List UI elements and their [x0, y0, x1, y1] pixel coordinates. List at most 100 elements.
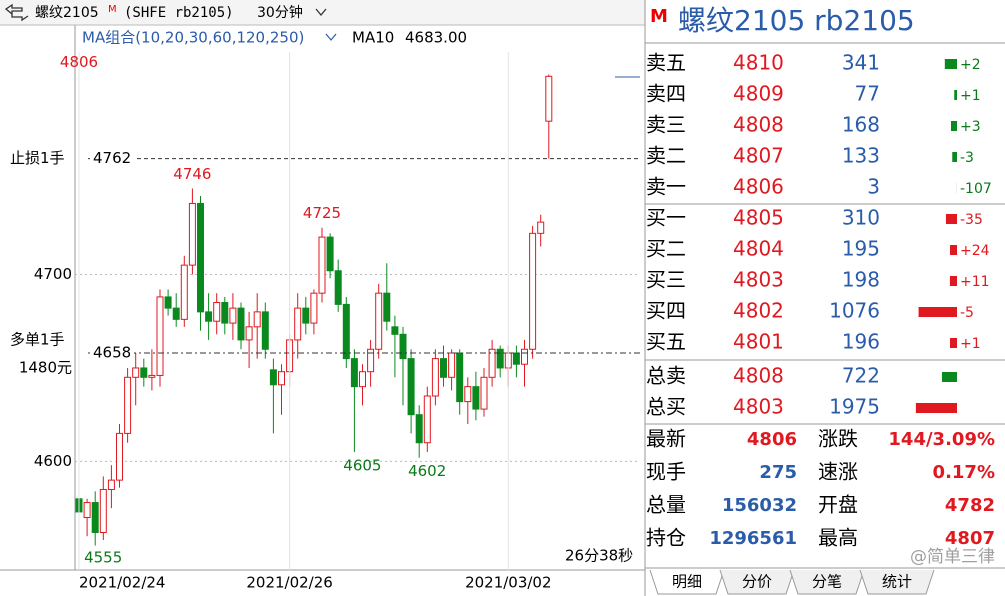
volume-bar [950, 245, 957, 255]
volume-bar [941, 372, 957, 382]
book-change: -35 [960, 212, 983, 228]
badge: M [108, 4, 117, 15]
book-label: 卖三 [646, 113, 686, 137]
book-label: 买二 [646, 237, 686, 261]
candle-body [213, 302, 221, 322]
position-price: 4658 [93, 344, 131, 362]
volume-bar [945, 214, 957, 224]
candle-body [132, 367, 140, 378]
volume-bar [950, 338, 957, 348]
y-tick-label: 4700 [34, 265, 72, 283]
tab[interactable] [859, 569, 935, 595]
tab[interactable] [789, 569, 865, 595]
tab-label: 明细 [672, 573, 702, 591]
book-change: +1 [960, 88, 981, 104]
candle-body [415, 414, 423, 444]
candle-body [334, 270, 342, 305]
candle-body [407, 358, 415, 416]
stop-loss-label: 止损1手 [10, 149, 65, 167]
book-price: 4806 [733, 175, 784, 199]
volume-bar [915, 403, 957, 413]
contract-code: (SHFE rb2105) [124, 5, 234, 21]
candle-body [431, 358, 439, 397]
candle-body [464, 386, 472, 403]
book-label: 卖五 [646, 51, 686, 75]
book-label: 卖一 [646, 175, 686, 199]
quote-badge: M [650, 6, 668, 27]
period: 30分钟 [257, 4, 303, 21]
book-price: 4808 [733, 113, 784, 137]
x-tick-label: 2021/02/24 [79, 574, 165, 592]
switch-icon[interactable] [4, 3, 29, 22]
book-volume: 133 [842, 144, 880, 168]
book-label: 买四 [646, 299, 686, 323]
candle-body [294, 307, 302, 341]
stat-value: 4807 [945, 528, 995, 549]
stat-label: 开盘 [818, 493, 858, 517]
candle-body [197, 202, 204, 313]
watermark: @简单三律 [910, 547, 995, 567]
stat-value: 4806 [747, 429, 797, 450]
candle-body [537, 221, 545, 234]
book-price: 4809 [733, 82, 784, 106]
candle-body [383, 292, 391, 322]
book-change: -5 [960, 305, 974, 321]
candle-body [350, 358, 358, 388]
y-tick-label: 4600 [34, 452, 72, 470]
book-volume: 341 [842, 51, 880, 75]
candle-body [391, 326, 399, 335]
x-tick-label: 2021/02/26 [246, 574, 332, 592]
stop-loss-price: 4762 [93, 149, 131, 167]
candle-body [107, 479, 115, 490]
stat-value: 275 [759, 462, 797, 483]
candle-body [188, 202, 196, 266]
book-volume: 77 [855, 82, 880, 106]
candle-body [278, 371, 285, 386]
quote-title: 螺纹2105 rb2105 [678, 4, 915, 37]
candle-body [172, 307, 180, 320]
candle-body [269, 369, 277, 386]
candle-body [367, 348, 375, 373]
stat-value: 4782 [945, 495, 995, 516]
volume-bar [952, 152, 957, 162]
candle-body [91, 502, 99, 533]
candle-body [342, 303, 350, 360]
book-label: 买一 [646, 206, 686, 230]
tab-label: 分价 [742, 573, 772, 591]
book-price: 4801 [733, 330, 784, 354]
candle-body [164, 296, 172, 309]
volume-bar [949, 276, 957, 286]
candle-body [529, 232, 537, 350]
ma-dropdown-arrow[interactable] [325, 33, 337, 41]
candle-body [480, 376, 488, 410]
stat-value: 156032 [722, 495, 797, 516]
tab[interactable] [649, 569, 725, 595]
period-dropdown-arrow[interactable] [315, 8, 327, 17]
candle-body [221, 302, 229, 324]
candle-body [140, 367, 148, 378]
candle-body [180, 264, 188, 320]
book-price: 4802 [733, 299, 784, 323]
tab[interactable] [719, 569, 795, 595]
stat-label: 总量 [646, 493, 686, 517]
ma-legend: MA组合(10,20,30,60,120,250) [82, 29, 304, 47]
volume-bar [918, 307, 957, 317]
candle-body [99, 488, 107, 533]
book-volume: 722 [842, 364, 880, 388]
book-volume: 198 [842, 268, 880, 292]
candle-body [423, 395, 431, 444]
candle-body [229, 307, 237, 324]
candle-body [310, 292, 318, 324]
stat-label: 最高 [818, 526, 858, 550]
book-price: 4805 [733, 206, 784, 230]
candle-body [83, 502, 91, 519]
tab-label: 统计 [882, 573, 912, 591]
volume-bar [944, 59, 957, 69]
stat-value: 144/3.09% [888, 429, 995, 450]
tab-label: 分笔 [812, 573, 842, 591]
book-change: +24 [960, 243, 990, 259]
book-label: 总买 [646, 395, 686, 419]
candle-body [399, 333, 407, 360]
